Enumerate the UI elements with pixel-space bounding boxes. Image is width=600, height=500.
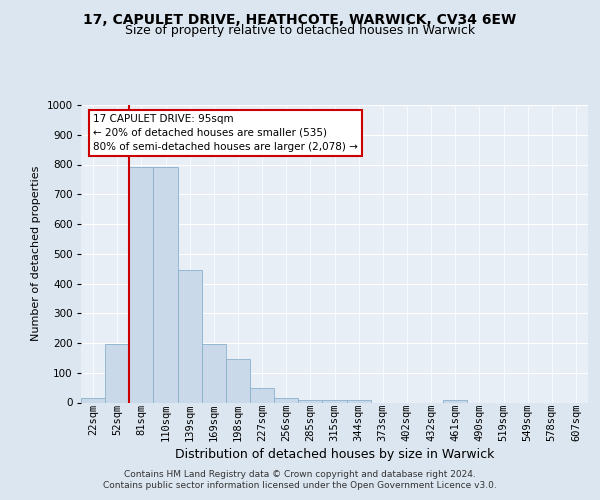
Bar bbox=[250, 388, 274, 402]
Bar bbox=[322, 400, 347, 402]
Bar bbox=[202, 344, 226, 403]
Text: Contains public sector information licensed under the Open Government Licence v3: Contains public sector information licen… bbox=[103, 481, 497, 490]
Bar bbox=[443, 400, 467, 402]
Bar bbox=[347, 400, 371, 402]
Bar bbox=[298, 400, 322, 402]
Text: Size of property relative to detached houses in Warwick: Size of property relative to detached ho… bbox=[125, 24, 475, 37]
X-axis label: Distribution of detached houses by size in Warwick: Distribution of detached houses by size … bbox=[175, 448, 494, 462]
Bar bbox=[274, 398, 298, 402]
Bar bbox=[154, 168, 178, 402]
Bar bbox=[129, 168, 154, 402]
Bar bbox=[178, 270, 202, 402]
Text: Contains HM Land Registry data © Crown copyright and database right 2024.: Contains HM Land Registry data © Crown c… bbox=[124, 470, 476, 479]
Bar bbox=[81, 398, 105, 402]
Y-axis label: Number of detached properties: Number of detached properties bbox=[31, 166, 41, 342]
Bar bbox=[105, 344, 129, 403]
Text: 17, CAPULET DRIVE, HEATHCOTE, WARWICK, CV34 6EW: 17, CAPULET DRIVE, HEATHCOTE, WARWICK, C… bbox=[83, 12, 517, 26]
Text: 17 CAPULET DRIVE: 95sqm
← 20% of detached houses are smaller (535)
80% of semi-d: 17 CAPULET DRIVE: 95sqm ← 20% of detache… bbox=[93, 114, 358, 152]
Bar bbox=[226, 360, 250, 403]
